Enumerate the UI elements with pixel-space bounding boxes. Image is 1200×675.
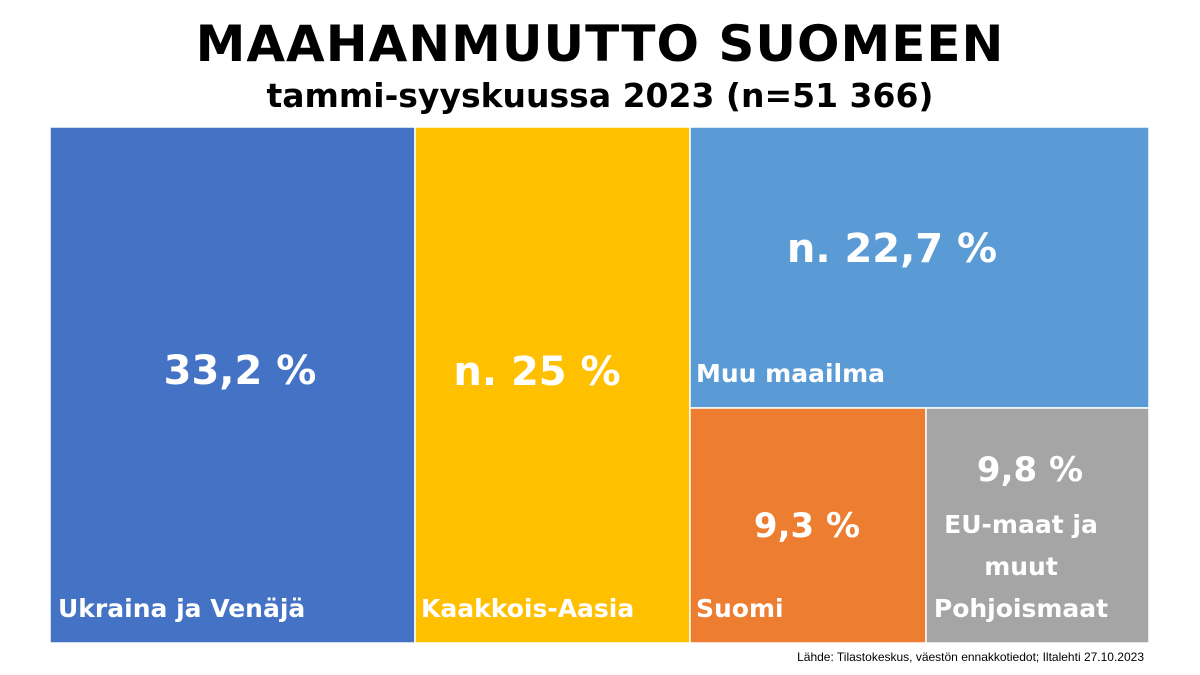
cell-1-rect (49, 126, 416, 644)
source-note: Lähde: Tilastokeskus, väestön ennakkotie… (797, 650, 1144, 664)
cell-5-value-label: 9,8 % (977, 450, 1083, 490)
cell-1-value-label: 33,2 % (164, 348, 317, 394)
cell-5-category-line: muut (984, 552, 1058, 581)
cell-3-category-label: Muu maailma (696, 359, 885, 388)
cell-4-category-label: Suomi (696, 594, 784, 623)
cell-4-rect (689, 407, 927, 644)
cell-5-category-label: EU-maat ja muut Pohjoismaat (934, 510, 1108, 623)
cell-5-category-line: Pohjoismaat (934, 594, 1108, 623)
cell-3-category-line: Muu maailma (696, 359, 885, 388)
chart-subtitle: tammi-syyskuussa 2023 (n=51 366) (266, 76, 934, 115)
cell-5-rect (925, 407, 1150, 644)
cell-2-category-line: Kaakkois-Aasia (421, 594, 634, 623)
cell-3-rect (689, 126, 1150, 409)
cell-1-category-line: Ukraina ja Venäjä (58, 594, 305, 623)
cell-4-category-line: Suomi (696, 594, 784, 623)
cell-3-value-label: n. 22,7 % (787, 226, 997, 272)
cell-1-category-label: Ukraina ja Venäjä (58, 594, 305, 623)
chart-title: MAAHANMUUTTO SUOMEEN (195, 15, 1005, 73)
cell-2-value-label: n. 25 % (453, 349, 620, 395)
cell-4-value-label: 9,3 % (754, 506, 860, 546)
cell-5-category-line: EU-maat ja (944, 510, 1098, 539)
cell-2-category-label: Kaakkois-Aasia (421, 594, 634, 623)
